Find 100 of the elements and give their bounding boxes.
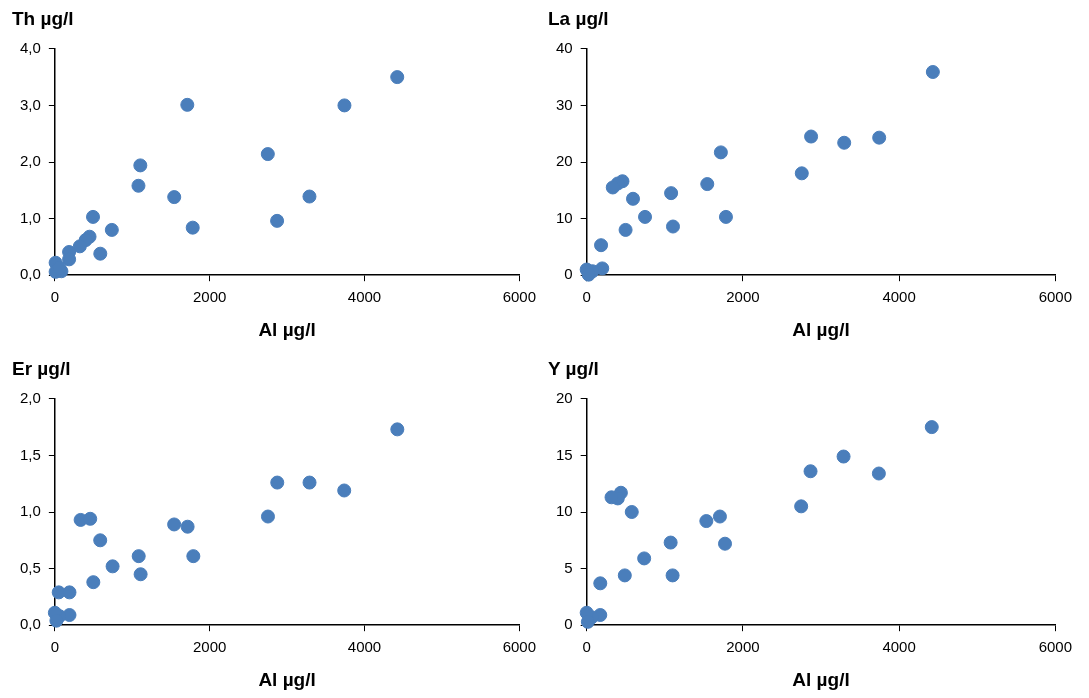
x-tick-label: 6000: [502, 288, 536, 306]
point: [700, 177, 715, 192]
y-axis-title: Y µg/l: [548, 357, 599, 379]
point: [302, 189, 317, 204]
y-tick-label: 0: [564, 615, 573, 633]
x-tick-label: 2000: [726, 638, 760, 656]
point: [663, 535, 678, 550]
point: [270, 213, 285, 228]
point: [665, 568, 680, 583]
y-tick-label: 20: [556, 388, 573, 406]
point: [626, 191, 640, 206]
x-tick-label: 4000: [347, 288, 382, 306]
x-tick-label: 6000: [502, 638, 536, 656]
point: [871, 466, 886, 481]
x-tick-label: 0: [582, 638, 591, 656]
point: [133, 158, 148, 173]
point: [167, 517, 182, 532]
x-tick-label: 0: [50, 288, 60, 306]
point: [718, 536, 733, 551]
y-tick-label: 2,0: [19, 388, 41, 406]
y-tick-label: 15: [556, 445, 573, 463]
point: [605, 180, 620, 195]
y-tick-label: 10: [556, 502, 573, 520]
point: [618, 222, 633, 237]
point: [337, 98, 352, 113]
point: [637, 551, 652, 566]
point: [105, 559, 120, 574]
point: [86, 209, 101, 224]
x-tick-label: 4000: [882, 638, 916, 656]
y-axis-title: La µg/l: [548, 7, 609, 29]
point: [133, 567, 148, 582]
y-axis-title: Th µg/l: [12, 7, 74, 29]
x-axis-title: Al µg/l: [258, 668, 316, 690]
point: [185, 220, 200, 235]
point: [131, 178, 146, 193]
point: [699, 514, 714, 529]
point: [594, 238, 609, 253]
point: [794, 166, 809, 181]
x-tick-label: 6000: [1038, 638, 1072, 656]
x-axis-title: Al µg/l: [792, 318, 850, 340]
x-tick-label: 2000: [192, 638, 227, 656]
y-tick-label: 30: [556, 95, 573, 113]
point: [83, 511, 98, 526]
point: [804, 129, 819, 144]
point: [712, 509, 727, 524]
point: [617, 568, 632, 583]
y-tick-label: 2,0: [19, 152, 41, 170]
point: [302, 475, 317, 490]
point: [93, 533, 108, 548]
point: [593, 576, 608, 591]
point: [664, 186, 679, 201]
point: [93, 246, 108, 261]
y-tick-label: 5: [564, 558, 573, 576]
point: [86, 575, 101, 590]
y-tick-label: 20: [556, 152, 573, 170]
y-tick-label: 3,0: [19, 95, 41, 113]
point: [337, 483, 352, 498]
y-tick-label: 0,0: [19, 265, 41, 283]
point: [837, 135, 852, 150]
point: [180, 97, 195, 112]
point: [390, 70, 405, 85]
x-tick-label: 0: [50, 638, 60, 656]
point: [260, 147, 275, 162]
x-tick-label: 4000: [347, 638, 382, 656]
point: [925, 65, 940, 80]
point: [104, 222, 119, 237]
point: [167, 190, 182, 205]
point: [836, 449, 851, 464]
x-tick-label: 2000: [192, 288, 227, 306]
point: [718, 209, 733, 224]
y-axis-title: Er µg/l: [12, 357, 71, 379]
x-axis-title: Al µg/l: [258, 318, 316, 340]
x-tick-label: 0: [582, 288, 591, 306]
y-tick-label: 0,5: [19, 558, 41, 576]
point: [924, 420, 939, 435]
point: [624, 505, 639, 519]
point: [872, 130, 887, 145]
y-tick-label: 10: [556, 208, 573, 226]
point: [794, 499, 809, 514]
point: [665, 219, 680, 234]
x-tick-label: 6000: [1038, 288, 1072, 306]
point: [638, 209, 653, 224]
point: [390, 422, 405, 437]
y-tick-label: 1,0: [19, 502, 41, 520]
y-tick-label: 1,5: [19, 445, 41, 463]
point: [803, 464, 818, 479]
y-tick-label: 4,0: [19, 38, 41, 56]
x-tick-label: 2000: [726, 288, 760, 306]
point: [260, 509, 275, 524]
x-axis-title: Al µg/l: [792, 668, 850, 690]
y-tick-label: 0,0: [19, 615, 41, 633]
point: [72, 239, 87, 254]
point: [131, 549, 146, 564]
y-tick-label: 1,0: [19, 208, 41, 226]
point: [186, 549, 201, 564]
point: [180, 519, 195, 534]
point: [270, 475, 285, 490]
point: [62, 585, 77, 600]
y-tick-label: 40: [556, 38, 573, 56]
point: [713, 145, 728, 160]
